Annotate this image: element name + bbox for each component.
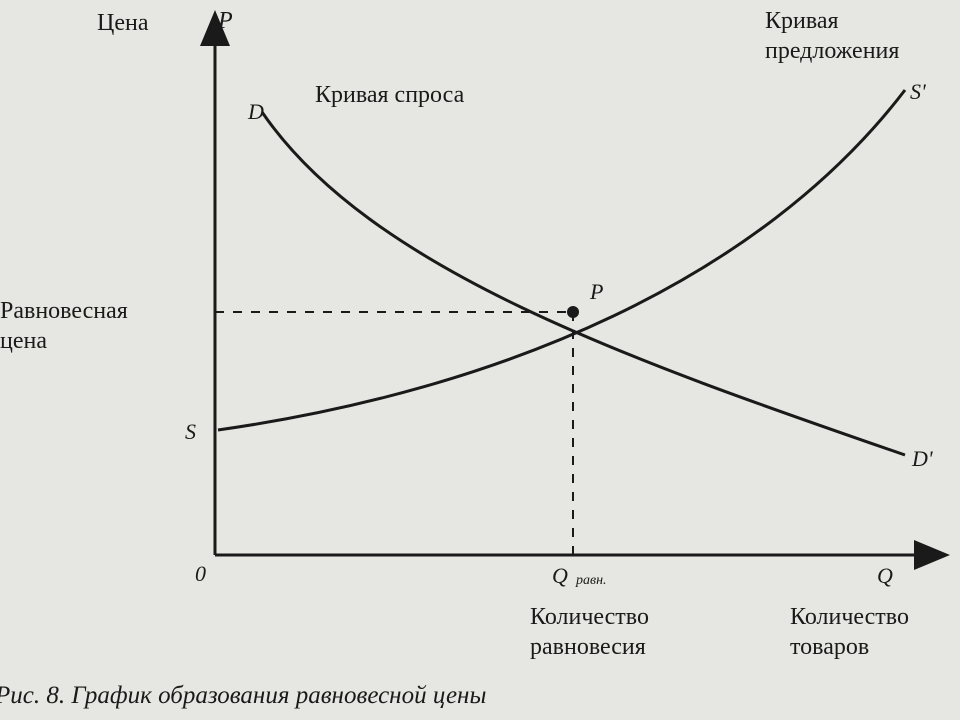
label-p-point: P: [590, 278, 603, 306]
label-goods-quantity: Количество товаров: [790, 602, 909, 662]
equilibrium-chart: Цена P Кривая предложения Кривая спроса …: [0, 0, 960, 720]
label-origin: 0: [195, 560, 206, 588]
label-q-equilibrium: Q: [552, 562, 568, 590]
label-d-prime: D': [912, 445, 933, 473]
label-q-equilibrium-subscript: равн.: [576, 572, 607, 590]
label-s: S: [185, 418, 196, 446]
figure-caption: Рис. 8. График образования равновесной ц…: [0, 682, 486, 710]
curves: [218, 90, 905, 455]
label-demand-curve-title: Кривая спроса: [315, 80, 464, 110]
equilibrium-point: [567, 306, 579, 318]
label-q-axis: Q: [877, 562, 893, 590]
equilibrium-dashes: [215, 312, 573, 555]
label-price-title: Цена: [97, 8, 148, 38]
label-y-axis-p: P: [218, 6, 233, 36]
label-equilibrium-quantity: Количество равновесия: [530, 602, 649, 662]
axes: [215, 40, 920, 555]
label-equilibrium-price: Равновесная цена: [0, 296, 128, 356]
label-supply-title: Кривая предложения: [765, 6, 899, 66]
label-d: D: [248, 98, 264, 126]
label-s-prime: S': [910, 78, 926, 106]
